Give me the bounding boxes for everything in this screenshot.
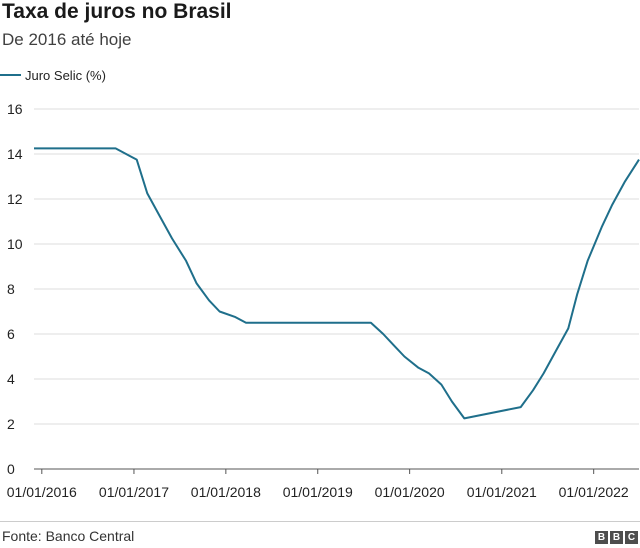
x-tick-label: 01/01/2020	[375, 484, 445, 500]
y-tick-label: 6	[7, 326, 15, 342]
x-tick-label: 01/01/2021	[467, 484, 537, 500]
logo-letter: B	[595, 531, 608, 544]
y-tick-label: 8	[7, 281, 15, 297]
y-tick-label: 14	[7, 146, 23, 162]
logo-letter: C	[625, 531, 638, 544]
x-tick-label: 01/01/2017	[99, 484, 169, 500]
bbc-logo: B B C	[595, 531, 638, 544]
chart-title: Taxa de juros no Brasil	[2, 0, 232, 23]
chart-subtitle: De 2016 até hoje	[2, 30, 132, 49]
x-tick-label: 01/01/2022	[559, 484, 629, 500]
y-tick-label: 16	[7, 101, 23, 117]
y-tick-label: 10	[7, 236, 23, 252]
x-tick-label: 01/01/2016	[7, 484, 77, 500]
legend-label: Juro Selic (%)	[25, 67, 106, 83]
logo-letter: B	[610, 531, 623, 544]
y-tick-label: 0	[7, 461, 15, 477]
x-tick-label: 01/01/2018	[191, 484, 261, 500]
y-tick-label: 2	[7, 416, 15, 432]
series-line	[34, 147, 640, 420]
legend-swatch	[0, 74, 21, 76]
y-tick-label: 12	[7, 191, 23, 207]
source-note: Fonte: Banco Central	[2, 528, 135, 544]
x-tick-label: 01/01/2019	[283, 484, 353, 500]
legend: Juro Selic (%)	[0, 66, 106, 84]
y-tick-label: 4	[7, 371, 15, 387]
footer-divider	[0, 521, 640, 522]
